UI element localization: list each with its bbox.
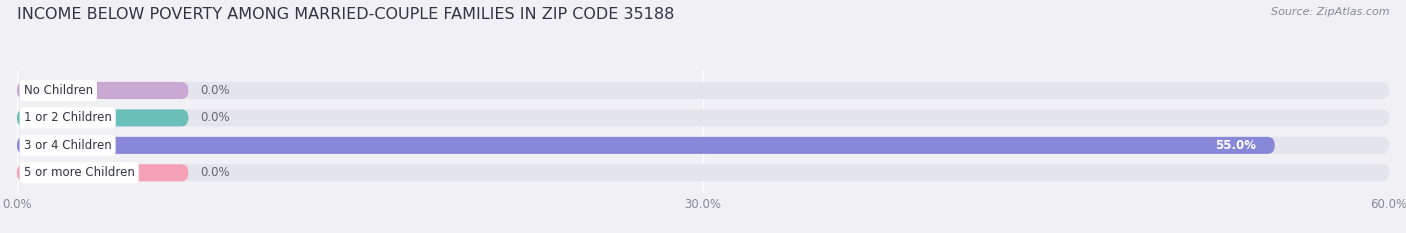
Text: INCOME BELOW POVERTY AMONG MARRIED-COUPLE FAMILIES IN ZIP CODE 35188: INCOME BELOW POVERTY AMONG MARRIED-COUPL… [17, 7, 675, 22]
Text: 0.0%: 0.0% [200, 166, 229, 179]
Text: 5 or more Children: 5 or more Children [24, 166, 135, 179]
FancyBboxPatch shape [17, 110, 188, 127]
FancyBboxPatch shape [17, 137, 1389, 154]
FancyBboxPatch shape [17, 164, 188, 181]
FancyBboxPatch shape [17, 137, 1275, 154]
Text: 0.0%: 0.0% [200, 111, 229, 124]
Text: 1 or 2 Children: 1 or 2 Children [24, 111, 111, 124]
FancyBboxPatch shape [17, 82, 188, 99]
Text: No Children: No Children [24, 84, 93, 97]
Text: Source: ZipAtlas.com: Source: ZipAtlas.com [1271, 7, 1389, 17]
FancyBboxPatch shape [17, 110, 1389, 127]
FancyBboxPatch shape [17, 82, 1389, 99]
Text: 0.0%: 0.0% [200, 84, 229, 97]
FancyBboxPatch shape [17, 164, 1389, 181]
Text: 55.0%: 55.0% [1215, 139, 1257, 152]
Text: 3 or 4 Children: 3 or 4 Children [24, 139, 111, 152]
